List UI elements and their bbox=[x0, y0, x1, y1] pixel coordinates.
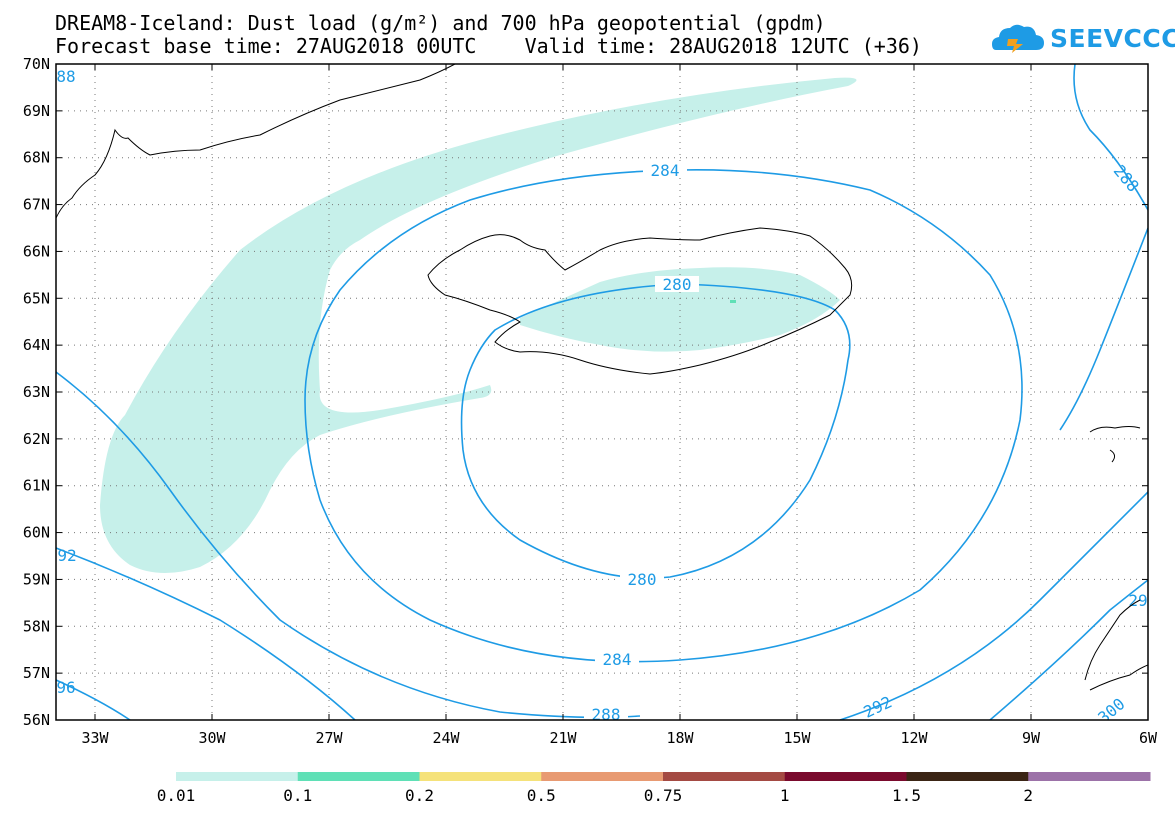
lon-label: 15W bbox=[783, 729, 811, 747]
lat-label: 60N bbox=[23, 524, 50, 542]
dust-iceland bbox=[520, 267, 840, 352]
map-title: DREAM8-Iceland: Dust load (g/m²) and 700… bbox=[55, 11, 826, 35]
contour-288-west bbox=[56, 371, 641, 719]
lon-label: 21W bbox=[549, 729, 577, 747]
greenland-coast bbox=[56, 64, 456, 219]
colorbar-segment bbox=[419, 772, 542, 781]
lat-label: 70N bbox=[23, 55, 50, 73]
colorbar-label: 1.5 bbox=[892, 786, 921, 805]
contour-label: 96 bbox=[56, 678, 75, 697]
map-subtitle: Forecast base time: 27AUG2018 00UTC Vali… bbox=[55, 34, 922, 58]
lon-label: 18W bbox=[666, 729, 694, 747]
colorbar-segment bbox=[906, 772, 1029, 781]
dust-plume bbox=[100, 77, 857, 574]
colorbar-segment bbox=[1028, 772, 1151, 781]
contour-296-east bbox=[1059, 227, 1148, 431]
colorbar-label: 0.1 bbox=[283, 786, 313, 805]
faroe-coast bbox=[1089, 426, 1141, 463]
lon-label: 33W bbox=[81, 729, 109, 747]
lat-label: 67N bbox=[23, 196, 50, 214]
colorbar-label: 0.01 bbox=[156, 786, 196, 805]
contour-label: 288 bbox=[592, 705, 621, 724]
lat-label: 57N bbox=[23, 664, 50, 682]
dust-patch bbox=[730, 300, 736, 303]
lon-label: 30W bbox=[198, 729, 226, 747]
iceland-coast bbox=[427, 227, 853, 375]
lat-label: 65N bbox=[23, 289, 50, 307]
logo-text: SEEVCCC bbox=[1050, 24, 1175, 53]
contour-label: 284 bbox=[651, 161, 680, 180]
lat-label: 63N bbox=[23, 383, 50, 401]
colorbar-segment bbox=[541, 772, 664, 781]
lon-label: 9W bbox=[1022, 729, 1041, 747]
colorbar-label: 0.5 bbox=[526, 786, 556, 805]
lat-label: 64N bbox=[23, 336, 50, 354]
contour-288-east bbox=[1073, 64, 1148, 211]
contour-296-west bbox=[56, 679, 131, 720]
contour-label: 88 bbox=[56, 67, 75, 86]
contour-label: 284 bbox=[603, 650, 632, 669]
contour-label: 292 bbox=[861, 692, 895, 721]
lat-label: 69N bbox=[23, 102, 50, 120]
contour-label: 300 bbox=[1094, 694, 1128, 727]
contour-292-west bbox=[56, 547, 356, 720]
lon-label: 24W bbox=[432, 729, 460, 747]
colorbar-label: 0.75 bbox=[643, 786, 683, 805]
lon-label: 12W bbox=[900, 729, 928, 747]
colorbar-segment bbox=[297, 772, 420, 781]
lon-label: 27W bbox=[315, 729, 343, 747]
contour-label: 288 bbox=[1110, 161, 1143, 195]
lon-label: 6W bbox=[1139, 729, 1158, 747]
lat-label: 58N bbox=[23, 617, 50, 635]
contour-284 bbox=[304, 169, 1023, 663]
colorbar-label: 1 bbox=[779, 786, 790, 805]
colorbar bbox=[176, 772, 1151, 781]
lat-label: 61N bbox=[23, 477, 50, 495]
colorbar-label: 0.2 bbox=[405, 786, 434, 805]
colorbar-segment bbox=[784, 772, 907, 781]
colorbar-segment bbox=[176, 772, 299, 781]
lat-label: 56N bbox=[23, 711, 50, 729]
scotland-coast bbox=[1084, 599, 1148, 691]
lat-label: 59N bbox=[23, 570, 50, 588]
cloud-icon bbox=[992, 24, 1044, 53]
colorbar-segment bbox=[663, 772, 786, 781]
contour-label: 280 bbox=[663, 275, 692, 294]
lat-label: 62N bbox=[23, 430, 50, 448]
contour-label: 92 bbox=[57, 546, 76, 565]
contour-300-east bbox=[989, 579, 1148, 720]
contour-292-east bbox=[839, 491, 1148, 720]
colorbar-label: 2 bbox=[1023, 786, 1034, 805]
lat-label: 68N bbox=[23, 149, 50, 167]
contour-280 bbox=[460, 283, 851, 580]
contour-label: 280 bbox=[628, 570, 657, 589]
lat-label: 66N bbox=[23, 242, 50, 260]
